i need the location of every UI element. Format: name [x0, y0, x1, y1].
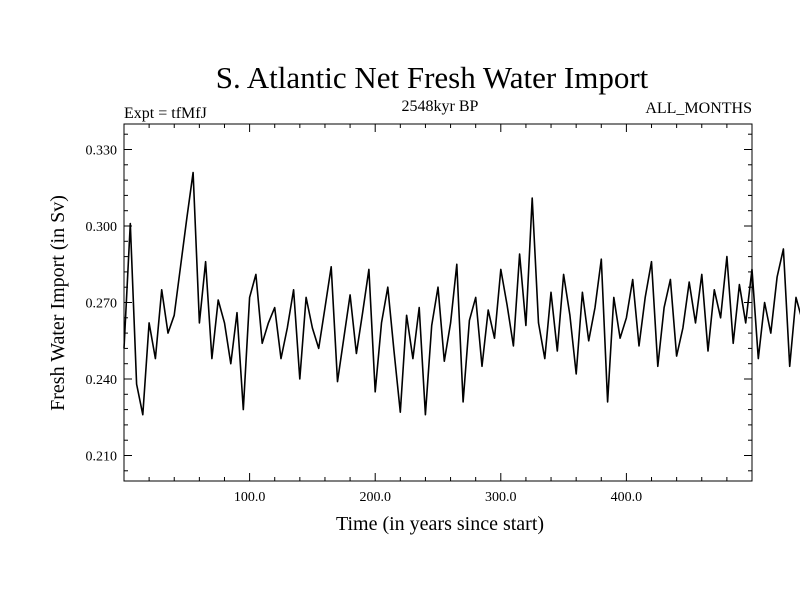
- x-axis-label: Time (in years since start): [336, 513, 544, 535]
- chart-title: S. Atlantic Net Fresh Water Import: [216, 60, 649, 95]
- x-tick-label: 300.0: [485, 490, 517, 505]
- y-tick-labels: 0.210 0.240 0.270 0.300 0.330: [86, 144, 118, 465]
- x-tick-label: 100.0: [234, 490, 266, 505]
- y-tick-label: 0.210: [86, 450, 118, 465]
- months-label: ALL_MONTHS: [645, 100, 752, 117]
- series-line: [123, 171, 800, 416]
- axis-ticks: [124, 124, 752, 481]
- period-label: 2548kyr BP: [402, 98, 479, 115]
- experiment-label: Expt = tfMfJ: [124, 105, 207, 122]
- x-tick-label: 200.0: [359, 490, 391, 505]
- y-tick-label: 0.300: [86, 220, 118, 235]
- x-tick-label: 400.0: [611, 490, 643, 505]
- y-tick-label: 0.330: [86, 144, 118, 159]
- y-axis-label: Fresh Water Import (in Sv): [47, 195, 69, 411]
- x-tick-labels: 100.0 200.0 300.0 400.0: [234, 490, 642, 505]
- y-tick-label: 0.270: [86, 297, 118, 312]
- y-tick-label: 0.240: [86, 373, 118, 388]
